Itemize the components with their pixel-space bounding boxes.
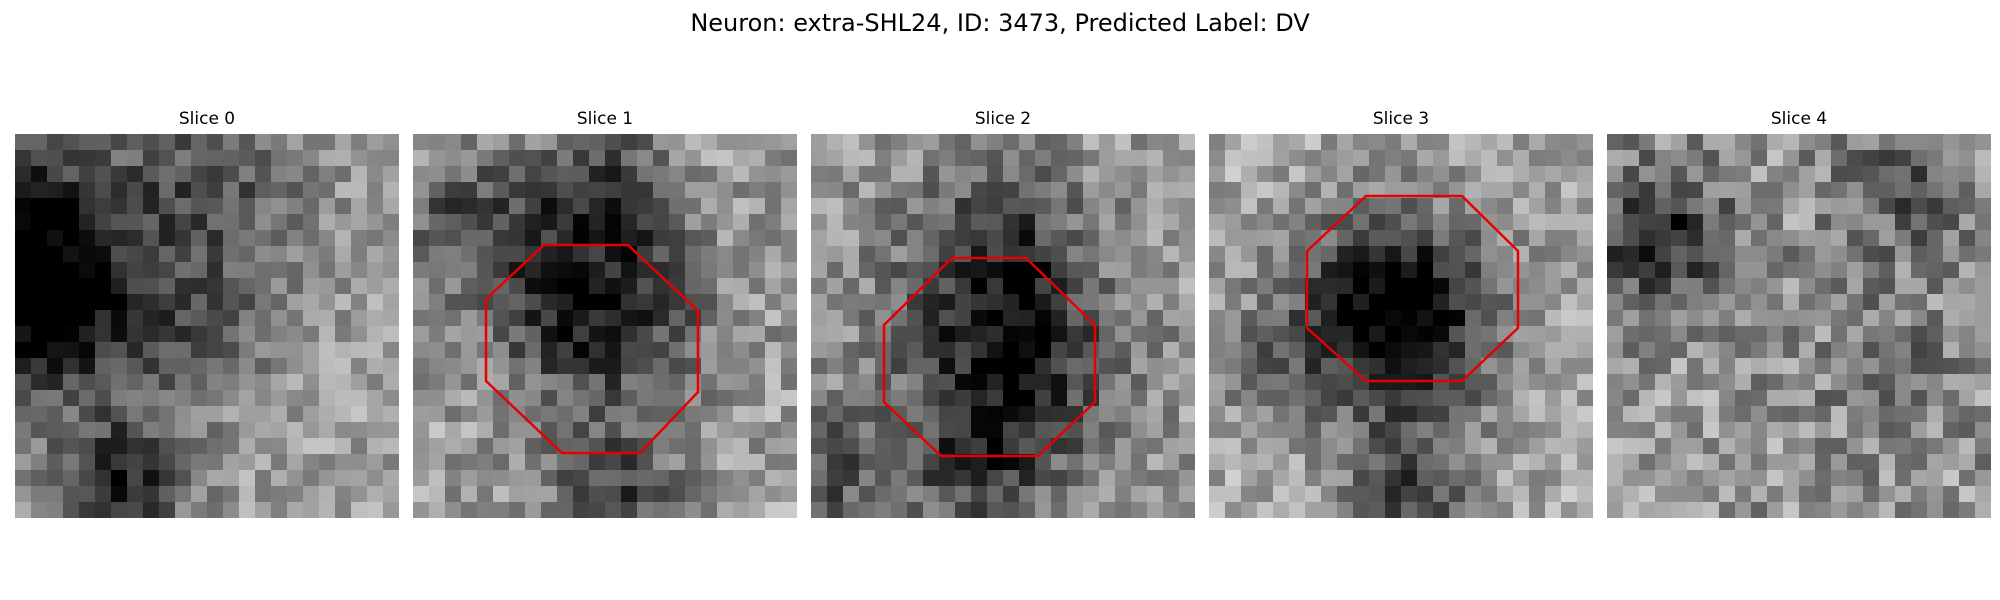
slice-title: Slice 1 — [576, 109, 634, 129]
slice-title: Slice 0 — [178, 109, 236, 129]
roi-overlay — [1305, 194, 1520, 383]
slice-image — [1607, 134, 1991, 518]
slice-title: Slice 3 — [1372, 109, 1430, 129]
roi-octagon-outline — [1305, 194, 1520, 383]
roi-overlay — [484, 243, 700, 455]
slice-title: Slice 2 — [974, 109, 1032, 129]
figure-title: Neuron: extra-SHL24, ID: 3473, Predicted… — [690, 9, 1310, 37]
slice-image — [15, 134, 399, 518]
slice-image — [1209, 134, 1593, 518]
slice-image — [413, 134, 797, 518]
slice-image-pixels — [15, 134, 399, 518]
roi-overlay — [882, 256, 1097, 458]
slice-image — [811, 134, 1195, 518]
slice-image-pixels — [1209, 134, 1593, 518]
slice-image-pixels — [811, 134, 1195, 518]
slice-image-pixels — [1607, 134, 1991, 518]
roi-octagon-outline — [484, 243, 700, 455]
roi-octagon-outline — [882, 256, 1097, 458]
slice-title: Slice 4 — [1770, 109, 1828, 129]
